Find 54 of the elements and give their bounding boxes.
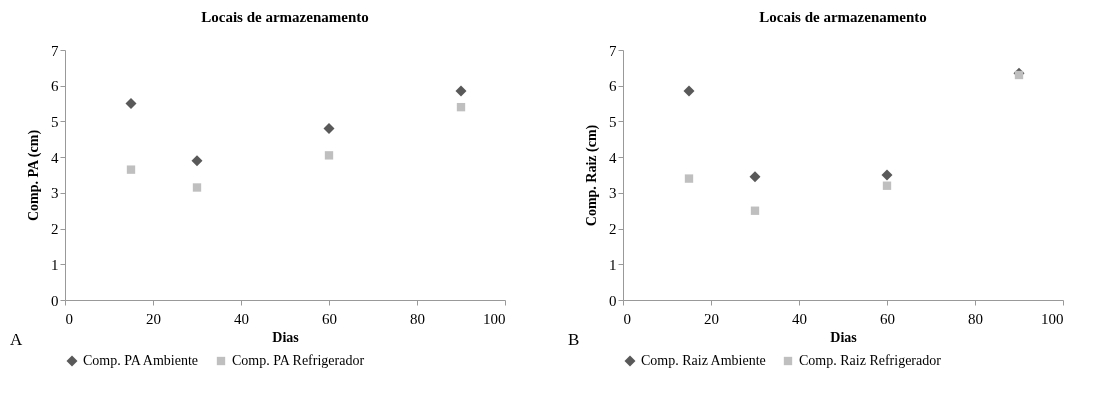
x-tick-label: 80: [410, 310, 425, 327]
y-tick-label: 1: [51, 256, 59, 273]
x-tick-label: 80: [968, 310, 983, 327]
point: [749, 171, 761, 183]
legend-label: Comp. Raiz Refrigerador: [799, 353, 942, 368]
y-tick-label: 5: [51, 113, 59, 130]
x-tick-label: 0: [623, 310, 631, 327]
x-axis-title: Dias: [830, 329, 858, 345]
legend-label: Comp. PA Ambiente: [83, 353, 199, 368]
point: [126, 165, 136, 174]
chart-title: Locais de armazenamento: [759, 9, 927, 25]
legend-label: Comp. PA Refrigerador: [232, 353, 365, 368]
y-tick-label: 7: [609, 42, 617, 59]
point: [684, 174, 694, 183]
point: [456, 102, 466, 112]
y-tick-label: 4: [51, 149, 59, 166]
y-tick-label: 1: [609, 256, 617, 273]
y-axis-title: Comp. PA (cm): [26, 129, 42, 222]
x-axis-title: Dias: [272, 329, 300, 345]
x-tick-label: 20: [146, 310, 161, 327]
x-tick-label: 0: [65, 310, 73, 327]
x-tick-label: 40: [234, 310, 249, 327]
point: [323, 123, 335, 135]
point: [125, 98, 137, 110]
y-tick-label: 6: [609, 78, 617, 95]
x-tick-label: 100: [1041, 310, 1064, 327]
y-tick-label: 0: [51, 292, 59, 309]
text: A: [10, 330, 23, 349]
legend-label: Comp. Raiz Ambiente: [641, 353, 766, 368]
x-tick-label: 60: [880, 310, 895, 327]
y-tick-label: 4: [609, 149, 617, 166]
y-tick-label: 5: [609, 113, 617, 130]
y-tick-label: 6: [51, 78, 59, 95]
chart-title: Locais de armazenamento: [201, 9, 369, 25]
point: [881, 169, 893, 181]
x-tick-label: 60: [322, 310, 337, 327]
y-tick-label: 2: [51, 221, 59, 238]
y-tick-label: 2: [609, 221, 617, 238]
y-tick-label: 3: [609, 185, 617, 202]
y-tick-label: 0: [609, 292, 617, 309]
point: [882, 181, 892, 190]
y-tick-label: 7: [51, 42, 59, 59]
point: [750, 206, 760, 215]
point: [192, 183, 202, 192]
x-tick-label: 40: [792, 310, 807, 327]
point: [455, 85, 467, 97]
x-tick-label: 20: [704, 310, 719, 327]
text: B: [568, 330, 580, 349]
point: [683, 85, 695, 97]
point: [191, 155, 203, 167]
y-tick-label: 3: [51, 185, 59, 202]
y-axis-title: Comp. Raiz (cm): [584, 124, 600, 227]
x-tick-label: 100: [483, 310, 506, 327]
point: [324, 151, 334, 160]
